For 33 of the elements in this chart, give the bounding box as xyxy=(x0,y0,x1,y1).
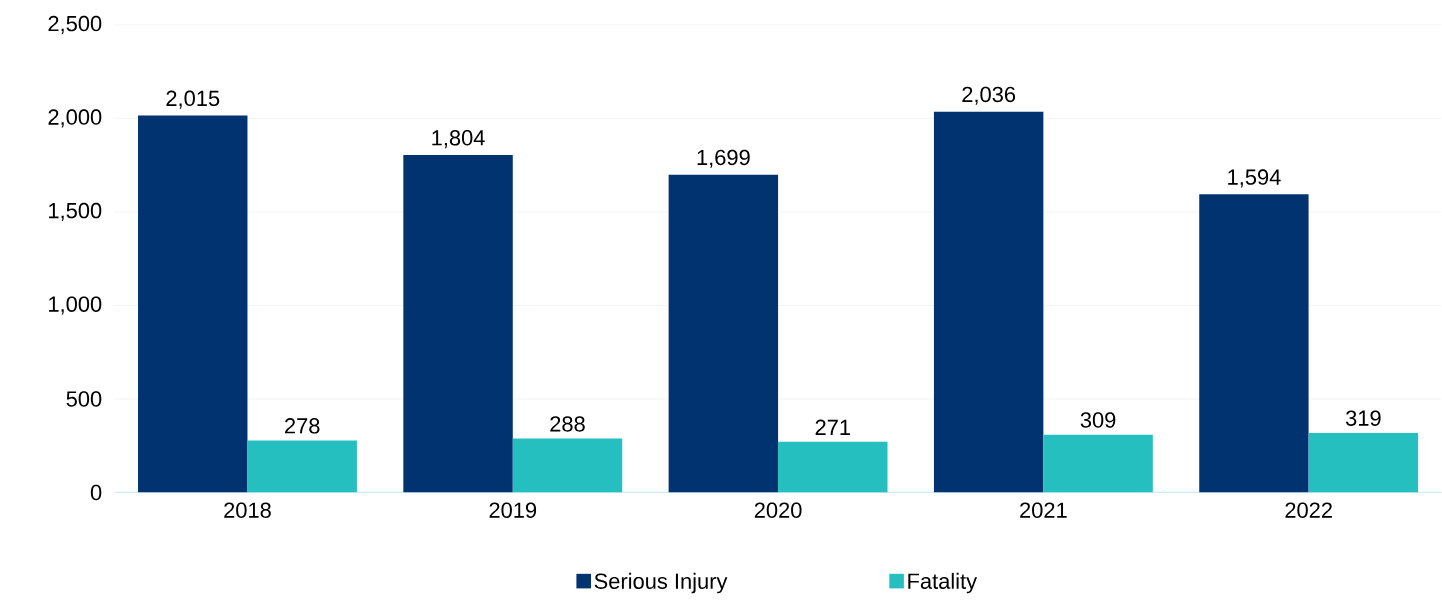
data-label: 1,699 xyxy=(697,149,750,168)
legend-label: Serious Injury xyxy=(594,572,728,594)
data-label: 2,015 xyxy=(166,90,220,109)
data-label: 2,036 xyxy=(962,86,1016,105)
x-tick-label: 2020 xyxy=(754,502,802,519)
y-tick-label: 0 xyxy=(90,484,102,501)
x-tick-label: 2021 xyxy=(1020,502,1067,519)
x-tick-label: 2018 xyxy=(224,502,271,519)
bar xyxy=(403,155,513,493)
y-tick-label: 1,000 xyxy=(49,296,102,315)
y-tick-label: 2,500 xyxy=(48,15,102,34)
data-label: 288 xyxy=(550,416,585,432)
bar xyxy=(247,440,357,493)
x-tick-label: 2019 xyxy=(489,502,537,519)
bar xyxy=(138,115,248,493)
y-tick-label: 500 xyxy=(66,391,102,407)
bar xyxy=(1199,194,1309,493)
bar xyxy=(1043,434,1153,493)
bar xyxy=(933,111,1044,493)
data-label: 309 xyxy=(1080,412,1116,428)
bar xyxy=(512,438,623,493)
data-label: 271 xyxy=(815,419,850,435)
bar xyxy=(1308,432,1419,493)
data-label: 319 xyxy=(1345,410,1381,426)
legend-label: Fatality xyxy=(908,572,978,594)
data-label: 1,804 xyxy=(432,130,485,149)
y-tick-label: 1,500 xyxy=(49,202,102,222)
bar xyxy=(668,174,779,493)
x-tick-label: 2022 xyxy=(1285,502,1332,519)
data-label: 1,594 xyxy=(1228,169,1281,188)
data-label: 278 xyxy=(285,418,320,434)
bar xyxy=(778,441,888,493)
y-tick-label: 2,000 xyxy=(48,109,102,128)
